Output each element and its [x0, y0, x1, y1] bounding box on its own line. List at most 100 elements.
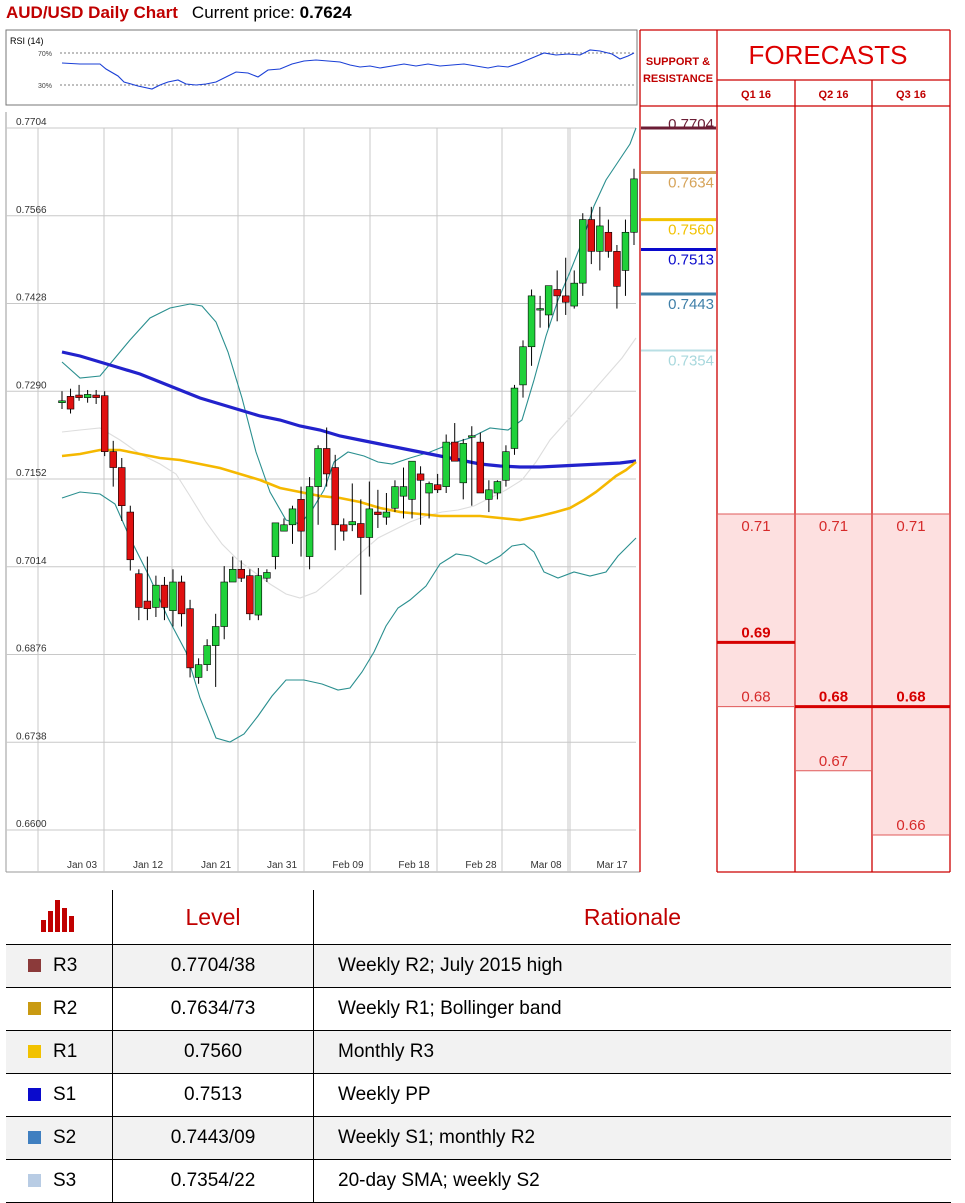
- x-tick-label: Mar 17: [596, 860, 628, 871]
- sr-level-value: 0.7560: [668, 222, 714, 239]
- sma-200: [61, 350, 637, 469]
- candle-body: [536, 308, 544, 311]
- candle-body: [408, 460, 416, 500]
- level-color-swatch: [28, 1131, 41, 1144]
- level-name: S3: [53, 1170, 77, 1191]
- candle-body: [229, 568, 237, 583]
- rsi-line: [61, 49, 635, 90]
- bollinger-upper-band: [61, 127, 637, 525]
- level-name: S2: [53, 1127, 77, 1148]
- level-name-cell: R1: [6, 1030, 113, 1074]
- candle-body: [425, 483, 433, 494]
- candle-body: [194, 664, 203, 678]
- candle-body: [254, 575, 263, 616]
- forecast-mid-value: 0.69: [741, 624, 770, 641]
- candle-body: [331, 467, 339, 526]
- y-tick-label: 0.7152: [16, 468, 47, 479]
- levels-table: Level Rationale R3 0.7704/38 Weekly R2; Ju…: [6, 890, 951, 1203]
- y-tick-label: 0.7014: [16, 556, 47, 567]
- candle-body: [527, 295, 536, 348]
- candle-body: [297, 499, 305, 532]
- forecast-column-label: Q3 16: [896, 89, 926, 101]
- forecast-column-label: Q1 16: [741, 89, 771, 101]
- candle-body: [382, 511, 391, 518]
- sr-level-value: 0.7704: [668, 116, 714, 133]
- forecast-high-value: 0.71: [741, 518, 770, 535]
- candle-body: [271, 522, 280, 557]
- level-name: R2: [53, 998, 78, 1019]
- candle-body: [237, 568, 245, 579]
- candle-body: [459, 443, 467, 484]
- candle-body: [630, 178, 638, 233]
- rsi-label: RSI (14): [10, 36, 44, 46]
- x-tick-label: Feb 18: [398, 860, 430, 871]
- rationale-cell: Monthly R3: [313, 1030, 951, 1074]
- forecast-high-value: 0.71: [819, 518, 848, 535]
- sr-level-value: 0.7354: [668, 353, 714, 370]
- candle-body: [613, 251, 621, 287]
- level-name: R1: [53, 1041, 78, 1062]
- x-tick-label: Mar 08: [530, 860, 562, 871]
- sr-title-line1: SUPPORT &: [646, 56, 710, 68]
- candle-body: [169, 581, 177, 611]
- x-tick-label: Feb 09: [332, 860, 364, 871]
- candle-body: [118, 467, 126, 507]
- candle-body: [391, 486, 399, 509]
- current-price-label: Current price:: [191, 3, 295, 22]
- candle-body: [58, 400, 66, 403]
- table-row: R2 0.7634/73 Weekly R1; Bollinger band: [6, 987, 951, 1031]
- level-value-cell: 0.7513: [112, 1073, 314, 1117]
- candle-body: [135, 573, 143, 608]
- level-color-swatch: [28, 959, 41, 972]
- candle-body: [442, 441, 450, 487]
- candle-body: [604, 231, 613, 252]
- sma-20: [61, 337, 637, 599]
- candle-body: [177, 581, 186, 615]
- table-icon-cell: [6, 890, 113, 945]
- level-color-swatch: [28, 1088, 41, 1101]
- level-name-cell: S1: [6, 1073, 113, 1117]
- level-name-cell: R3: [6, 944, 113, 988]
- table-row: R1 0.7560 Monthly R3: [6, 1030, 951, 1074]
- candle-body: [451, 441, 459, 462]
- rsi-level-30: 30%: [38, 83, 52, 90]
- table-row: S2 0.7443/09 Weekly S1; monthly R2: [6, 1116, 951, 1160]
- y-tick-label: 0.7290: [16, 380, 47, 391]
- candle-body: [399, 486, 408, 497]
- main-chart: RSI (14) 70% 30% 0.7704 0.7566 0.7428 0.729…: [5, 29, 951, 873]
- y-tick-label: 0.7428: [16, 293, 47, 304]
- table-row: S3 0.7354/22 20-day SMA; weekly S2: [6, 1159, 951, 1203]
- bar-chart-icon: [41, 900, 74, 932]
- candle-body: [587, 219, 596, 252]
- sr-level-value: 0.7634: [668, 175, 714, 192]
- level-value-cell: 0.7634/73: [112, 987, 314, 1031]
- forecast-mid-value: 0.68: [896, 689, 925, 706]
- candle-body: [502, 451, 510, 481]
- candle-body: [348, 521, 356, 526]
- sr-title-line2: RESISTANCE: [643, 73, 713, 85]
- forecast-low-value: 0.68: [741, 689, 770, 706]
- candle-body: [109, 451, 117, 468]
- candle-body: [288, 508, 297, 526]
- forecast-high-value: 0.71: [896, 518, 925, 535]
- x-tick-label: Feb 28: [465, 860, 497, 871]
- candle-body: [66, 396, 75, 410]
- level-name: S1: [53, 1084, 77, 1105]
- candle-body: [468, 435, 476, 438]
- candle-body: [152, 584, 160, 608]
- table-row: R3 0.7704/38 Weekly R2; July 2015 high: [6, 944, 951, 988]
- candle-body: [263, 572, 271, 579]
- y-tick-label: 0.7566: [16, 205, 47, 216]
- candlesticks: [58, 168, 638, 687]
- rationale-cell: 20-day SMA; weekly S2: [313, 1159, 951, 1203]
- forecasts-panel: FORECASTS Q1 16 0.71 0.69 0.68 Q2 16 0.71 0.68…: [717, 29, 951, 873]
- candle-body: [562, 295, 570, 303]
- candle-body: [365, 508, 374, 538]
- forecast-low-value: 0.66: [896, 817, 925, 834]
- chart-title: AUD/USD Daily Chart Current price: 0.7624: [6, 3, 352, 23]
- candle-body: [83, 394, 92, 398]
- rationale-cell: Weekly S1; monthly R2: [313, 1116, 951, 1160]
- candle-body: [246, 575, 254, 615]
- rationale-cell: Weekly R1; Bollinger band: [313, 987, 951, 1031]
- forecast-range-box: [872, 514, 950, 835]
